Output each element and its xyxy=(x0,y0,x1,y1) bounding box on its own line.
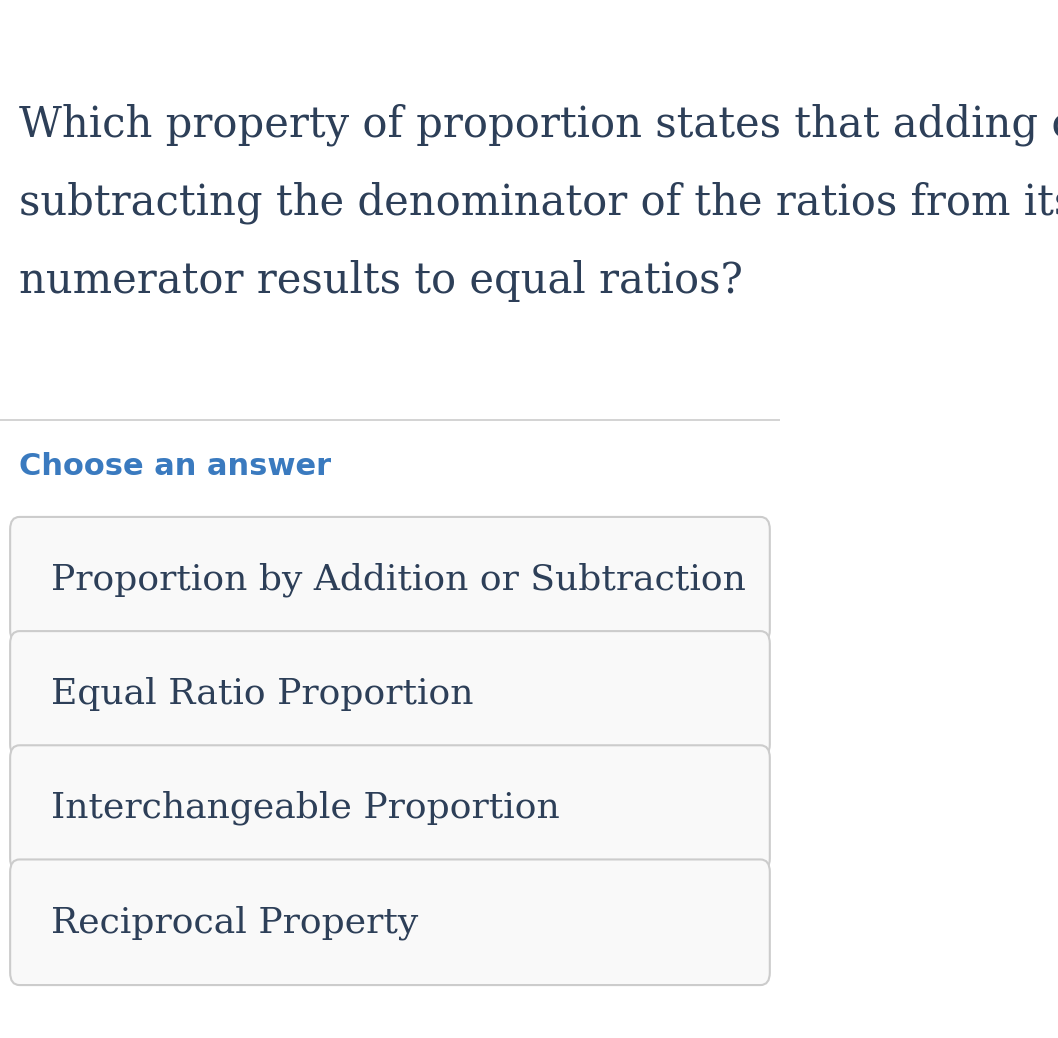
FancyBboxPatch shape xyxy=(11,859,770,985)
Text: Equal Ratio Proportion: Equal Ratio Proportion xyxy=(51,677,473,711)
Text: Choose an answer: Choose an answer xyxy=(19,452,331,481)
Text: Reciprocal Property: Reciprocal Property xyxy=(51,905,418,939)
Text: numerator results to equal ratios?: numerator results to equal ratios? xyxy=(19,260,744,301)
Text: subtracting the denominator of the ratios from its: subtracting the denominator of the ratio… xyxy=(19,182,1058,224)
Text: Interchangeable Proportion: Interchangeable Proportion xyxy=(51,791,560,825)
FancyBboxPatch shape xyxy=(11,631,770,757)
Text: Proportion by Addition or Subtraction: Proportion by Addition or Subtraction xyxy=(51,563,746,597)
FancyBboxPatch shape xyxy=(11,517,770,643)
Text: Which property of proportion states that adding or: Which property of proportion states that… xyxy=(19,104,1058,146)
FancyBboxPatch shape xyxy=(11,745,770,871)
